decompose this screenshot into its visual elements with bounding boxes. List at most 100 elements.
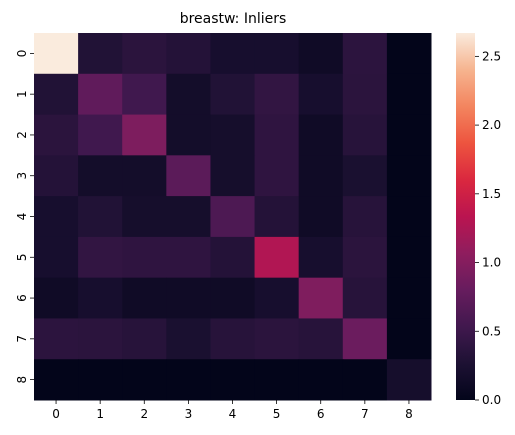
heatmap-cell-8-5 [254,359,300,401]
heatmap-cell-4-3 [166,196,211,238]
heatmap-cell-5-7 [342,236,388,279]
heatmap-cell-6-5 [254,277,300,319]
x-tick-label: 7 [361,407,369,421]
heatmap-cell-0-7 [342,33,388,75]
heatmap-cell-4-7 [342,196,388,238]
heatmap-cell-2-4 [210,114,256,156]
x-tick-label: 2 [140,407,148,421]
heatmap-cell-1-0 [34,73,79,116]
colorbar-gradient [456,33,475,400]
x-tick-label: 8 [405,407,413,421]
heatmap-cell-2-6 [298,114,344,156]
heatmap-cell-2-5 [254,114,300,156]
heatmap-cell-3-2 [122,155,167,197]
heatmap-cell-5-4 [210,236,256,279]
colorbar-tick-label: 2.0 [482,118,501,132]
heatmap-cell-6-3 [166,277,211,319]
colorbar: 0.0 0.5 1.0 1.5 2.0 2.5 [456,33,501,407]
heatmap-cell-7-1 [78,318,123,360]
x-tick-label: 6 [317,407,325,421]
heatmap-cell-6-0 [34,277,79,319]
heatmap-cell-6-6 [298,277,344,319]
heatmap-cell-1-2 [122,73,167,116]
heatmap-cell-6-7 [342,277,388,319]
heatmap-cell-2-8 [386,114,432,156]
heatmap-cell-8-4 [210,359,256,401]
heatmap-cell-3-4 [210,155,256,197]
colorbar-tick-label: 1.0 [482,256,501,270]
y-tick-label: 0 [15,50,29,58]
heatmap-cell-8-6 [298,359,344,401]
heatmap-cell-1-5 [254,73,300,116]
y-tick-label: 5 [15,253,29,261]
heatmap-cell-1-3 [166,73,211,116]
heatmap-cell-4-2 [122,196,167,238]
heatmap-cell-7-3 [166,318,211,360]
heatmap-cell-4-8 [386,196,432,238]
heatmap-cell-0-3 [166,33,211,75]
heatmap-cell-7-6 [298,318,344,360]
y-tick-label: 4 [15,213,29,221]
heatmap-cell-5-0 [34,236,79,279]
heatmap-cell-7-8 [386,318,432,360]
heatmap-cell-0-4 [210,33,256,75]
heatmap-cells [34,33,432,401]
heatmap-cell-5-2 [122,236,167,279]
heatmap-cell-5-8 [386,236,432,279]
heatmap-cell-3-8 [386,155,432,197]
heatmap-cell-4-6 [298,196,344,238]
x-tick-label: 1 [96,407,104,421]
heatmap-cell-8-0 [34,359,79,401]
heatmap-cell-8-8 [386,359,432,401]
x-axis: 0 1 2 3 4 5 6 7 8 [52,400,413,421]
heatmap-cell-5-6 [298,236,344,279]
heatmap-cell-7-0 [34,318,79,360]
chart-title: breastw: Inliers [180,11,287,27]
heatmap-cell-4-0 [34,196,79,238]
heatmap-cell-6-8 [386,277,432,319]
colorbar-tick-label: 1.5 [482,187,501,201]
heatmap-cell-1-8 [386,73,432,116]
heatmap-cell-2-2 [122,114,167,156]
y-tick-label: 8 [15,376,29,384]
heatmap-cell-7-5 [254,318,300,360]
x-tick-label: 5 [273,407,281,421]
heatmap-cell-1-6 [298,73,344,116]
heatmap-cell-0-0 [34,33,79,75]
heatmap-cell-5-1 [78,236,123,279]
heatmap-cell-7-7 [342,318,388,360]
y-tick-label: 6 [15,294,29,302]
heatmap-cell-3-7 [342,155,388,197]
heatmap-cell-3-1 [78,155,123,197]
heatmap-cell-3-6 [298,155,344,197]
heatmap-cell-1-4 [210,73,256,116]
heatmap-cell-3-0 [34,155,79,197]
heatmap-cell-2-1 [78,114,123,156]
y-axis: 0 1 2 3 4 5 6 7 8 [15,50,34,384]
heatmap-cell-4-4 [210,196,256,238]
colorbar-tick-label: 2.5 [482,49,501,63]
y-tick-label: 2 [15,131,29,139]
heatmap-cell-2-7 [342,114,388,156]
heatmap-cell-5-3 [166,236,211,279]
heatmap-cell-4-1 [78,196,123,238]
heatmap-cell-0-6 [298,33,344,75]
heatmap-cell-7-4 [210,318,256,360]
heatmap-cell-1-1 [78,73,123,116]
heatmap-cell-8-1 [78,359,123,401]
heatmap-cell-0-1 [78,33,123,75]
heatmap-cell-1-7 [342,73,388,116]
x-tick-label: 3 [185,407,193,421]
heatmap-cell-4-5 [254,196,300,238]
heatmap-cell-6-4 [210,277,256,319]
heatmap-cell-2-3 [166,114,211,156]
heatmap-cell-8-3 [166,359,211,401]
heatmap-cell-3-3 [166,155,211,197]
colorbar-tick-label: 0.0 [482,393,501,407]
colorbar-tick-label: 0.5 [482,324,501,338]
heatmap-cell-8-2 [122,359,167,401]
heatmap-cell-6-2 [122,277,167,319]
heatmap-cell-2-0 [34,114,79,156]
heatmap-cell-3-5 [254,155,300,197]
